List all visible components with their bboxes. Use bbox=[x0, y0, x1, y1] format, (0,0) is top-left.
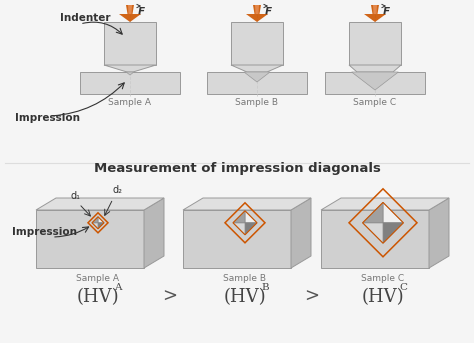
Polygon shape bbox=[92, 217, 98, 223]
Polygon shape bbox=[349, 65, 401, 72]
Text: F: F bbox=[265, 7, 272, 17]
Polygon shape bbox=[363, 202, 383, 223]
Text: Sample C: Sample C bbox=[362, 274, 405, 283]
Text: Sample B: Sample B bbox=[236, 98, 279, 107]
Polygon shape bbox=[321, 198, 449, 210]
Text: (HV): (HV) bbox=[77, 288, 119, 306]
Text: Indenter: Indenter bbox=[60, 13, 110, 23]
Polygon shape bbox=[363, 223, 383, 243]
Text: Sample A: Sample A bbox=[76, 274, 119, 283]
Polygon shape bbox=[104, 22, 156, 65]
Polygon shape bbox=[119, 5, 141, 22]
Text: Measurement of impression diagonals: Measurement of impression diagonals bbox=[93, 162, 381, 175]
Polygon shape bbox=[364, 5, 386, 22]
Polygon shape bbox=[291, 198, 311, 268]
Text: Sample B: Sample B bbox=[224, 274, 266, 283]
Text: A: A bbox=[114, 283, 121, 292]
Polygon shape bbox=[126, 72, 134, 75]
Polygon shape bbox=[429, 198, 449, 268]
Text: (HV): (HV) bbox=[224, 288, 266, 306]
Text: F: F bbox=[383, 7, 390, 17]
Text: F: F bbox=[138, 7, 145, 17]
Polygon shape bbox=[92, 223, 98, 229]
Text: d₂: d₂ bbox=[113, 185, 123, 195]
Text: Sample C: Sample C bbox=[354, 98, 397, 107]
Text: (HV): (HV) bbox=[362, 288, 404, 306]
Polygon shape bbox=[246, 5, 268, 22]
Text: Impression: Impression bbox=[15, 113, 80, 123]
Polygon shape bbox=[233, 211, 245, 223]
Polygon shape bbox=[383, 223, 403, 243]
Text: C: C bbox=[399, 283, 407, 292]
Polygon shape bbox=[255, 5, 259, 14]
Text: >: > bbox=[304, 288, 319, 306]
Polygon shape bbox=[128, 5, 132, 14]
Polygon shape bbox=[207, 72, 307, 94]
Polygon shape bbox=[231, 22, 283, 65]
Polygon shape bbox=[244, 72, 270, 82]
Polygon shape bbox=[98, 223, 104, 229]
Polygon shape bbox=[245, 223, 257, 235]
Polygon shape bbox=[144, 198, 164, 268]
Text: B: B bbox=[261, 283, 269, 292]
Polygon shape bbox=[80, 72, 180, 94]
Polygon shape bbox=[245, 211, 257, 223]
Polygon shape bbox=[321, 210, 429, 268]
Polygon shape bbox=[183, 210, 291, 268]
Text: d₁: d₁ bbox=[71, 191, 81, 201]
Polygon shape bbox=[383, 202, 403, 223]
Polygon shape bbox=[325, 72, 425, 94]
Polygon shape bbox=[183, 198, 311, 210]
Text: Sample A: Sample A bbox=[109, 98, 152, 107]
Polygon shape bbox=[231, 65, 283, 72]
Polygon shape bbox=[373, 5, 377, 14]
Text: >: > bbox=[163, 288, 177, 306]
Polygon shape bbox=[233, 223, 245, 235]
Polygon shape bbox=[36, 198, 164, 210]
Polygon shape bbox=[352, 72, 399, 90]
Text: Impression: Impression bbox=[12, 227, 77, 237]
Polygon shape bbox=[349, 22, 401, 65]
Polygon shape bbox=[36, 210, 144, 268]
Polygon shape bbox=[98, 217, 104, 223]
Polygon shape bbox=[104, 65, 156, 72]
